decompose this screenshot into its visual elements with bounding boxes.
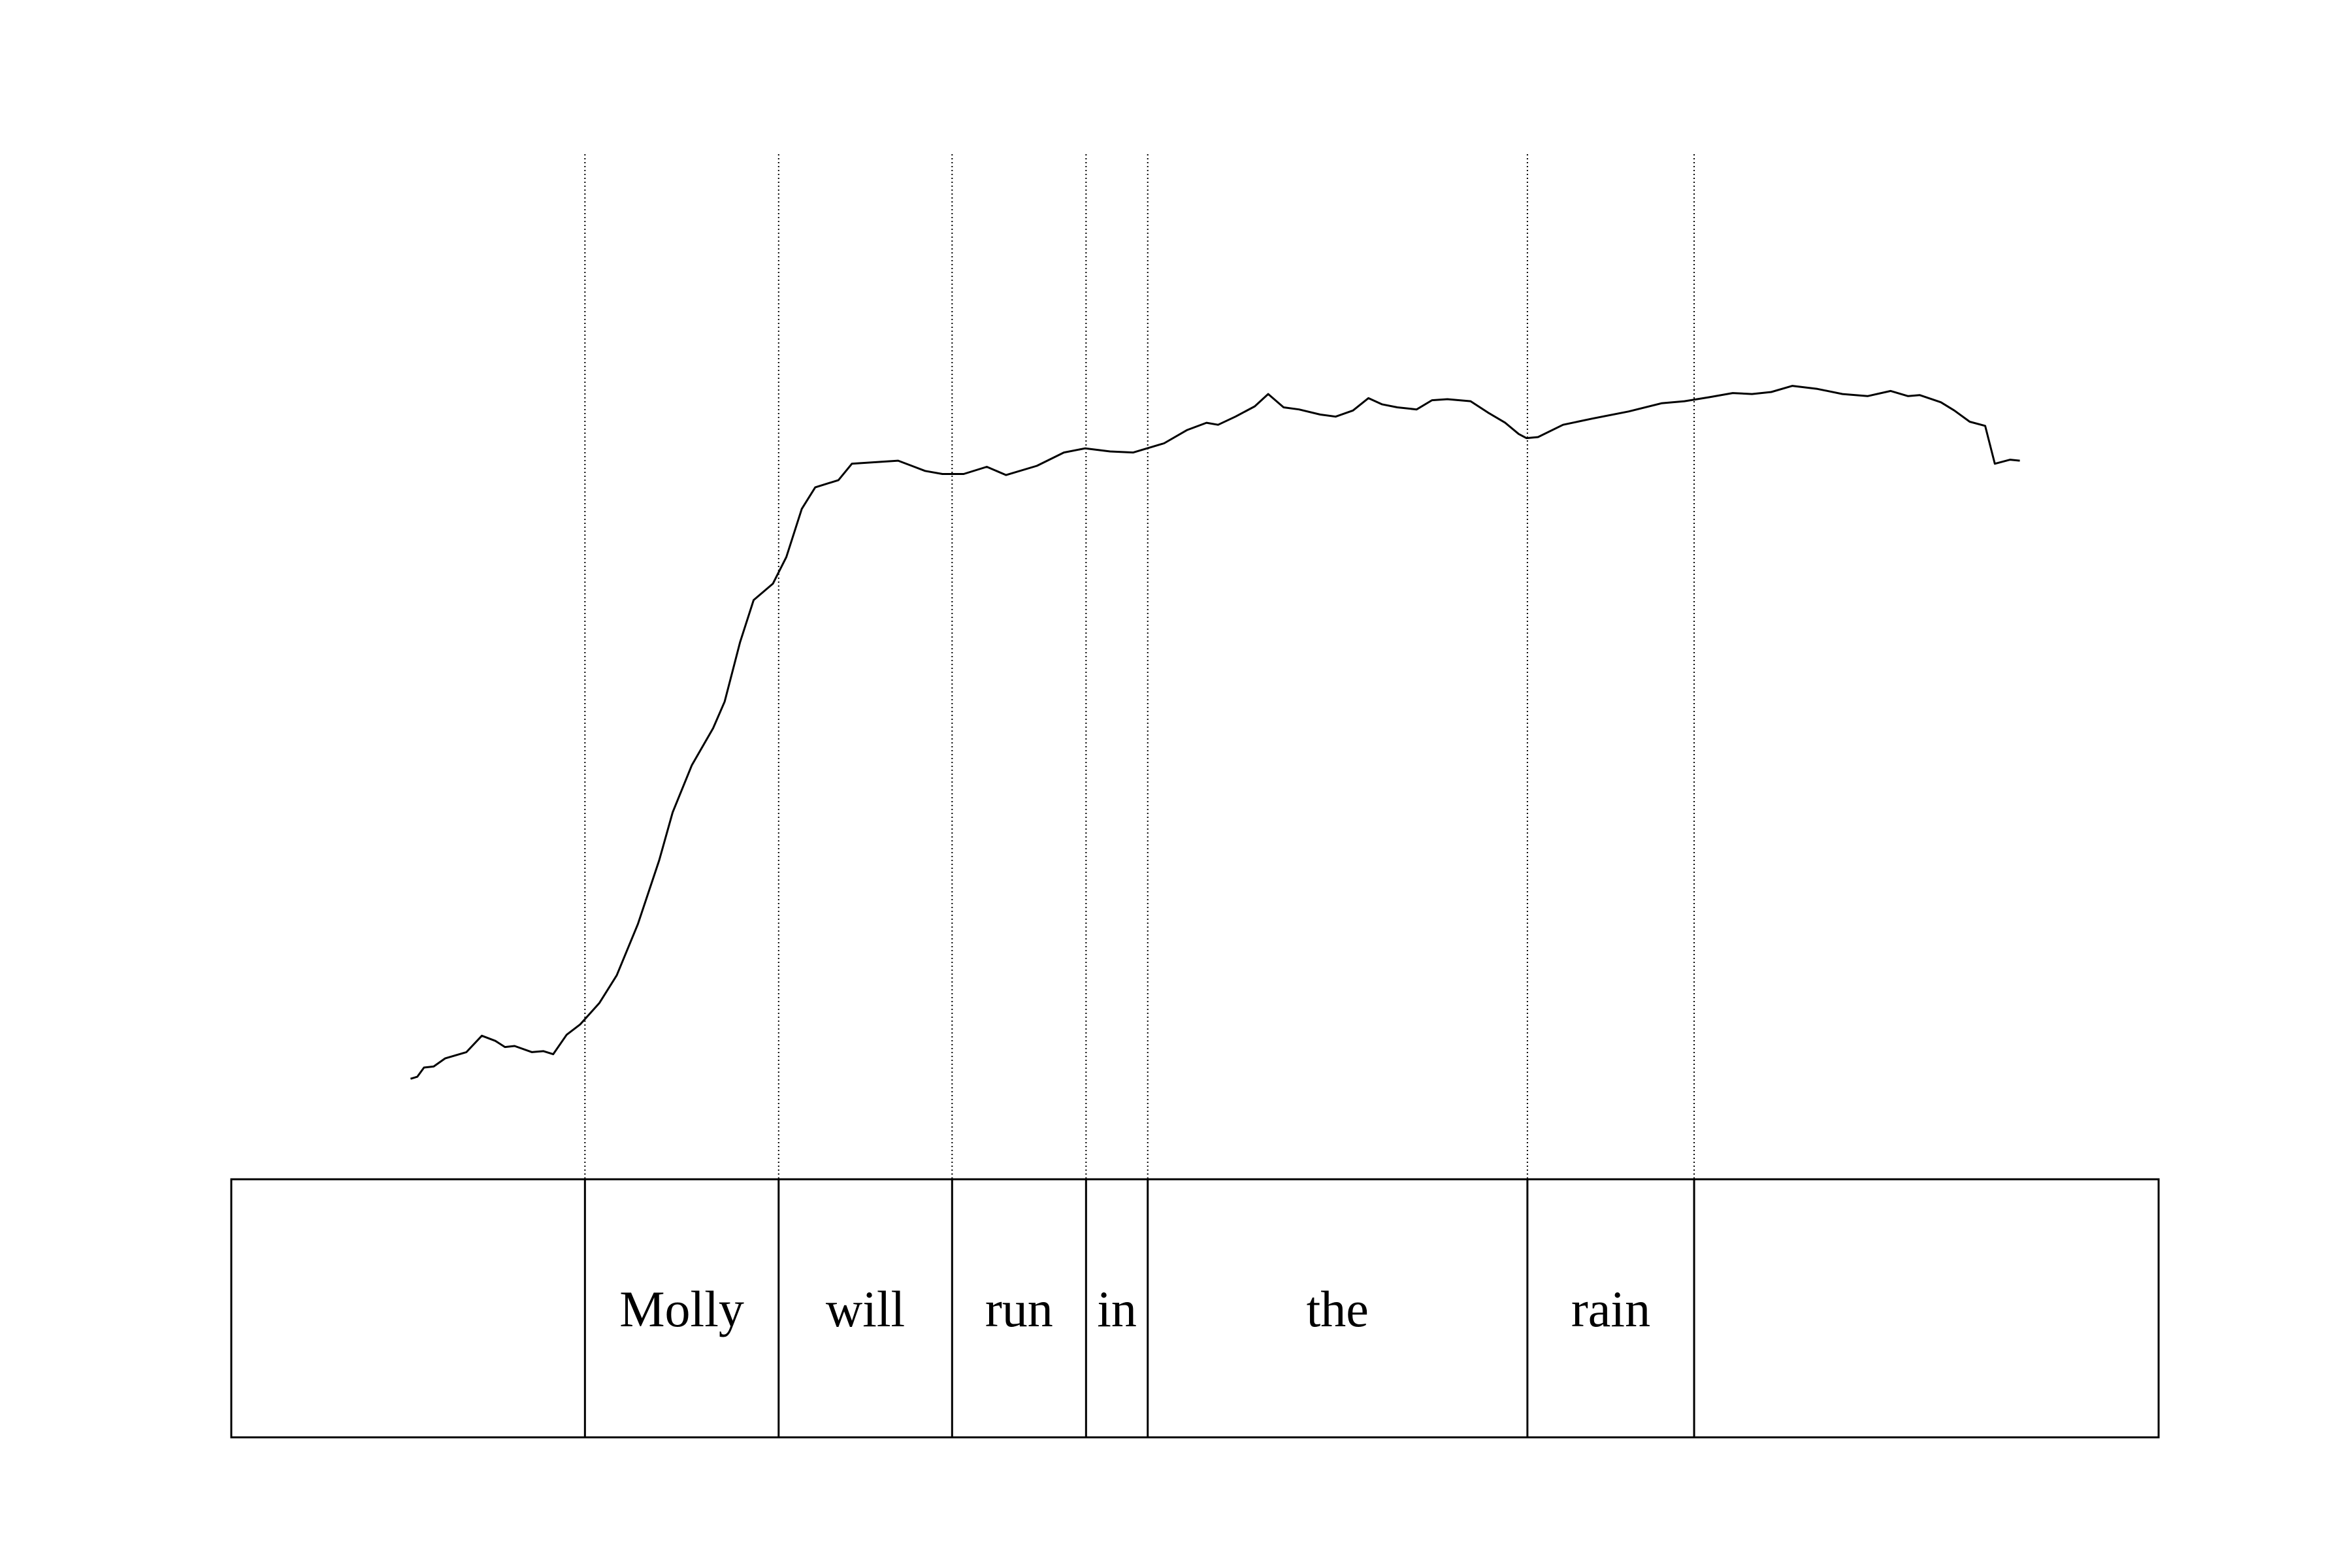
segment-label: run (985, 1281, 1053, 1337)
contour-line (410, 385, 2020, 1080)
segment-label: will (826, 1281, 905, 1337)
pitch-contour (410, 385, 2020, 1080)
text-tier: Molly will run in the rain (230, 1178, 2160, 1439)
segment-label: Molly (619, 1281, 744, 1337)
segment-label: the (1307, 1281, 1369, 1337)
segment-label: rain (1571, 1281, 1650, 1337)
tier-box (230, 1178, 2160, 1439)
segment-boundaries (584, 154, 1695, 1179)
segment-label: in (1097, 1281, 1137, 1337)
